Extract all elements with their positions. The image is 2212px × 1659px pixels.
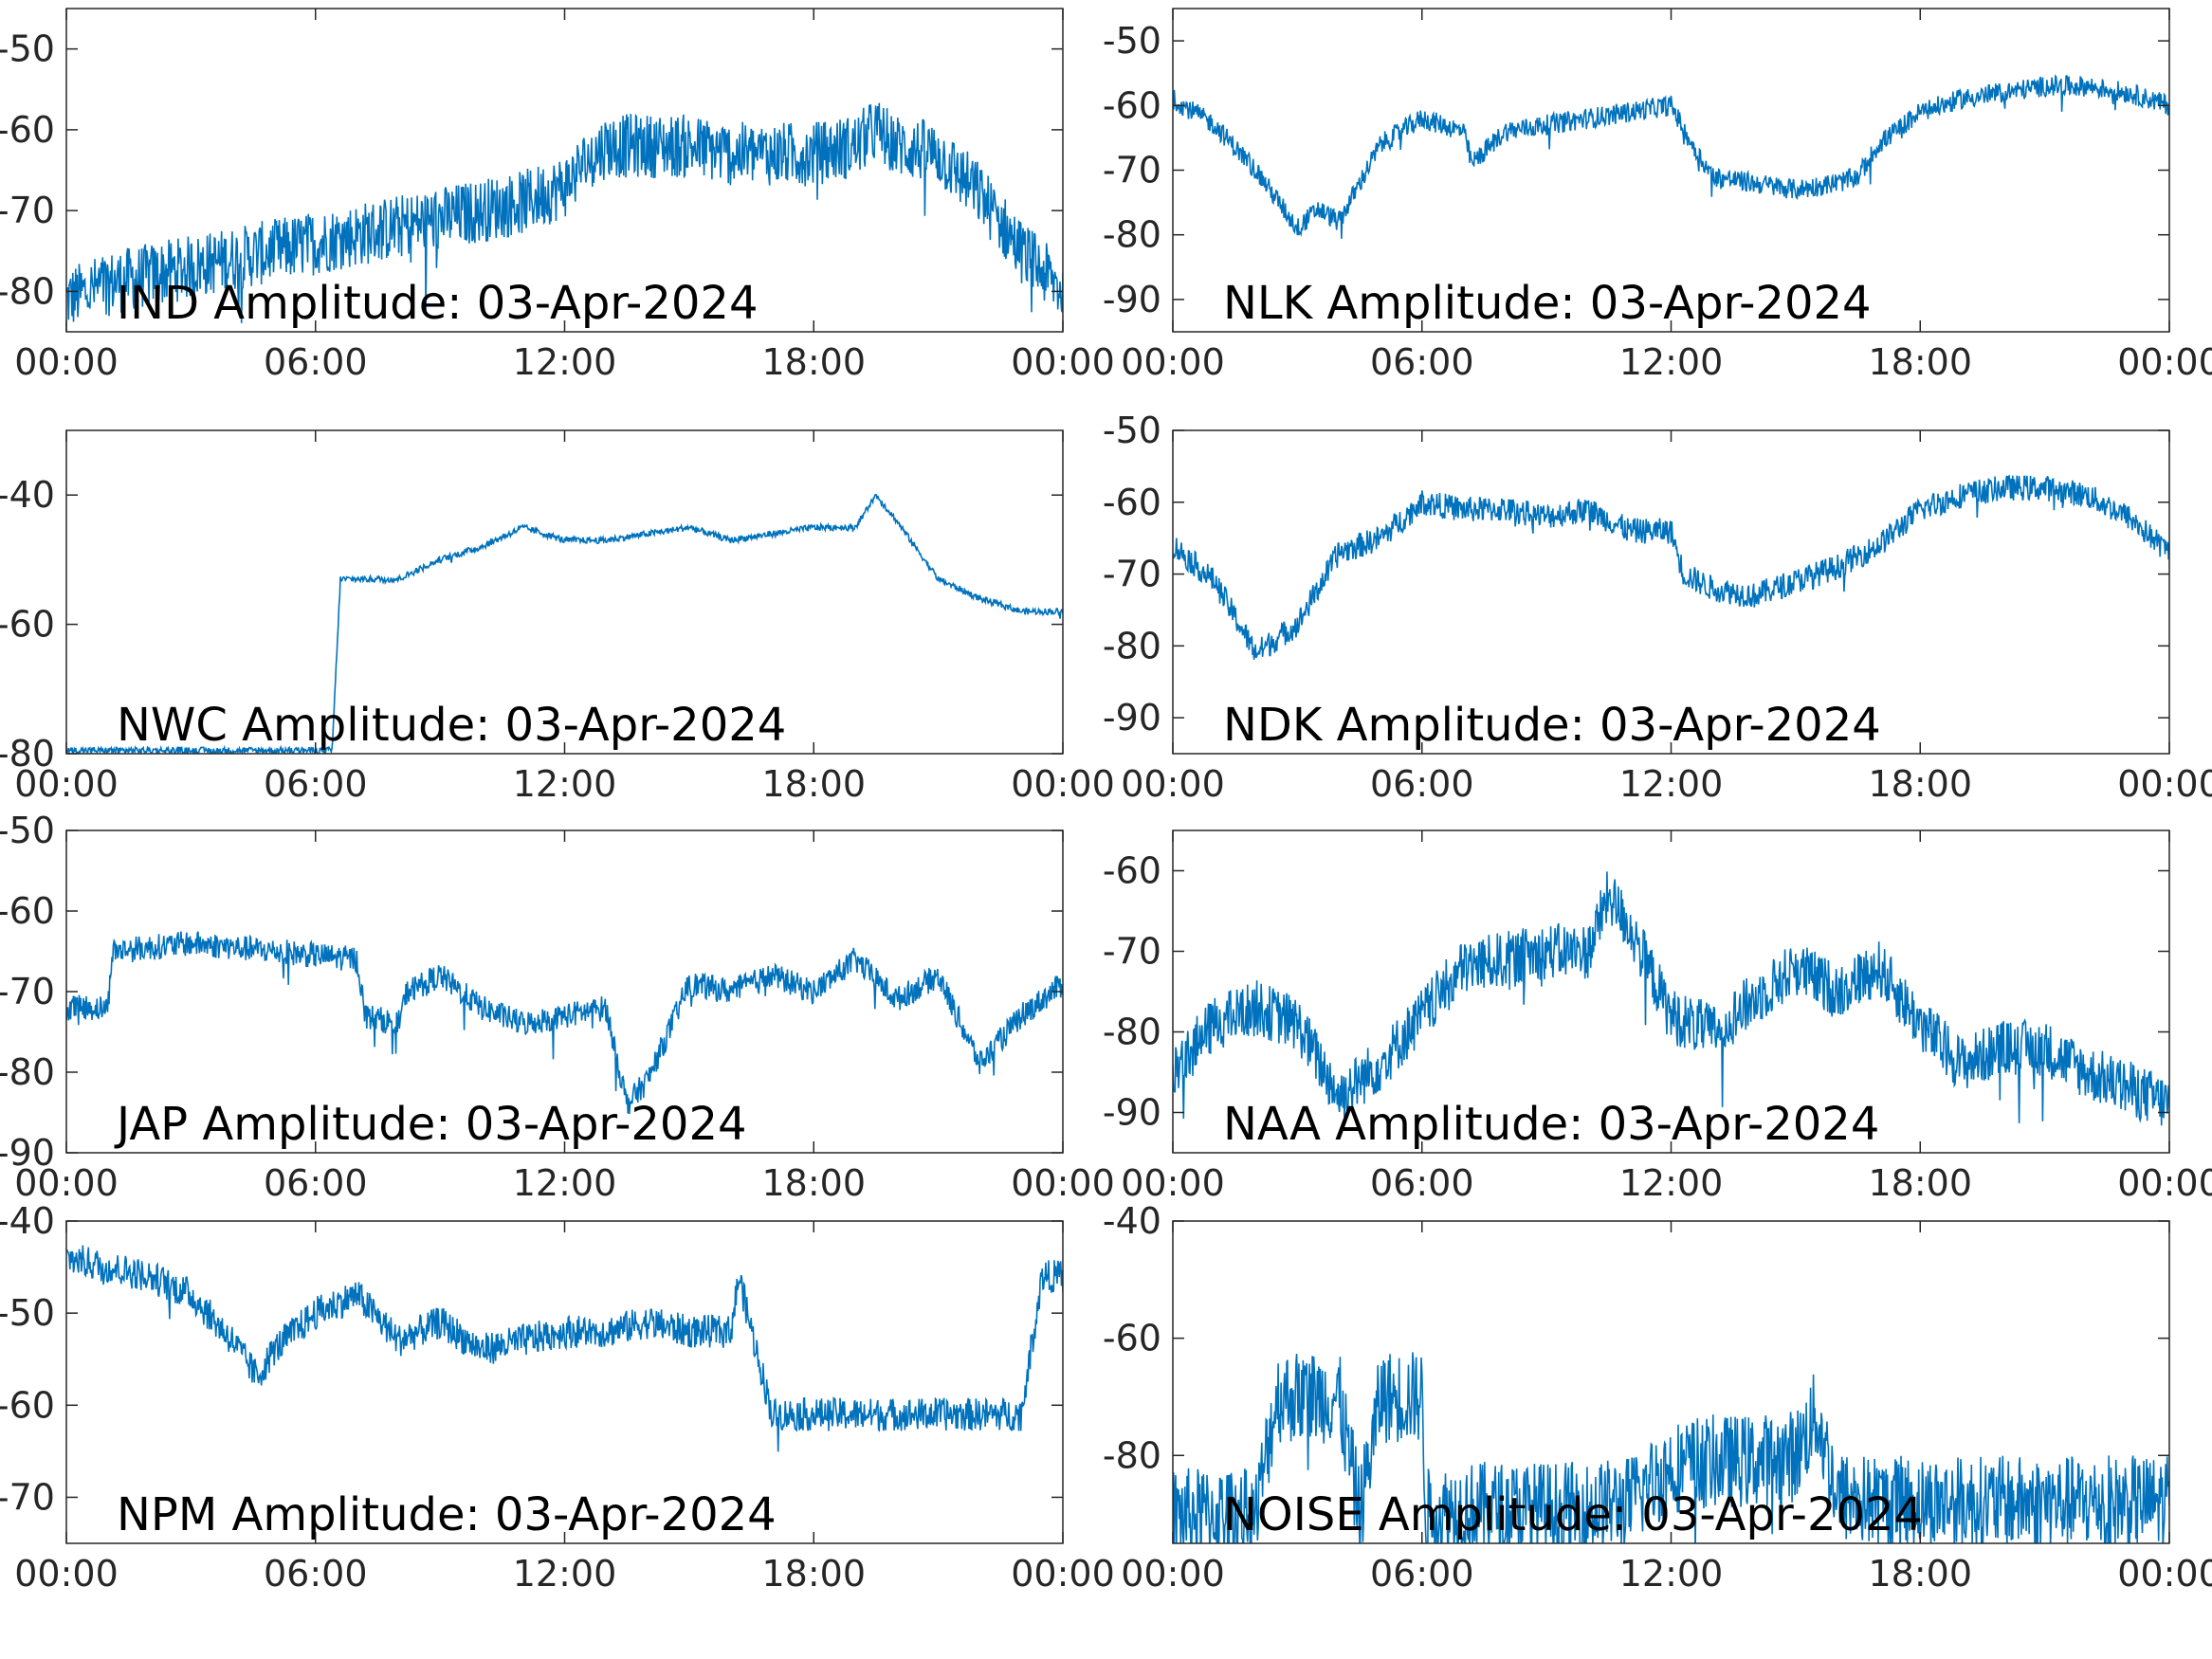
data-series-line bbox=[1173, 1352, 2169, 1543]
chart-panel-0: 00:00 06:00 12:00 18:00 00:00 -50 -60 -70 -80 IND… bbox=[0, 8, 1115, 383]
chart-panel-6: 00:00 06:00 12:00 18:00 00:00 -40 -50 -60 -70 NPM… bbox=[0, 1200, 1115, 1595]
y-tick-label: -60 bbox=[0, 1384, 55, 1426]
x-tick-label: 12:00 bbox=[1619, 763, 1724, 805]
data-series-line bbox=[66, 931, 1063, 1115]
x-tick-label: 18:00 bbox=[1868, 341, 1972, 383]
chart-title: NAA Amplitude: 03-Apr-2024 bbox=[1223, 1098, 1879, 1151]
x-tick-label: 00:00 bbox=[1121, 1553, 1225, 1595]
chart-panel-3: 00:00 06:00 12:00 18:00 00:00 -50 -60 -70 -80 -90… bbox=[1103, 410, 2212, 805]
x-tick-label: 12:00 bbox=[513, 1162, 617, 1204]
y-tick-label: -90 bbox=[1103, 1092, 1161, 1134]
x-tick-label: 06:00 bbox=[264, 763, 368, 805]
x-tick-label: 00:00 bbox=[1011, 341, 1115, 383]
y-tick-label: -60 bbox=[0, 890, 55, 932]
y-tick-label: -80 bbox=[1103, 214, 1161, 256]
data-series-line bbox=[1173, 74, 2169, 239]
x-tick-label: 00:00 bbox=[1011, 1162, 1115, 1204]
data-series-line bbox=[66, 102, 1063, 323]
y-tick-label: -80 bbox=[0, 733, 55, 775]
data-series-line bbox=[1173, 871, 2169, 1126]
x-tick-label: 18:00 bbox=[1868, 763, 1972, 805]
y-tick-label: -40 bbox=[0, 474, 55, 516]
x-tick-label: 00:00 bbox=[2117, 1553, 2212, 1595]
x-tick-label: 12:00 bbox=[1619, 1162, 1724, 1204]
x-tick-label: 00:00 bbox=[14, 341, 119, 383]
y-tick-label: -80 bbox=[0, 1051, 55, 1093]
x-tick-label: 00:00 bbox=[14, 1162, 119, 1204]
y-tick-label: -80 bbox=[1103, 1012, 1161, 1053]
chart-title: NOISE Amplitude: 03-Apr-2024 bbox=[1223, 1488, 1923, 1541]
x-tick-label: 00:00 bbox=[2117, 341, 2212, 383]
x-tick-label: 18:00 bbox=[1868, 1162, 1972, 1204]
x-tick-label: 00:00 bbox=[14, 763, 119, 805]
chart-panel-1: 00:00 06:00 12:00 18:00 00:00 -50 -60 -70 -80 -90… bbox=[1103, 8, 2212, 383]
chart-panel-5: 00:00 06:00 12:00 18:00 00:00 -60 -70 -80 -90 NAA… bbox=[1103, 830, 2212, 1204]
chart-title: IND Amplitude: 03-Apr-2024 bbox=[117, 277, 758, 330]
x-tick-label: 06:00 bbox=[1370, 1553, 1474, 1595]
chart-title: JAP Amplitude: 03-Apr-2024 bbox=[114, 1098, 747, 1151]
x-tick-label: 06:00 bbox=[264, 1162, 368, 1204]
x-tick-label: 00:00 bbox=[1011, 1553, 1115, 1595]
x-tick-label: 00:00 bbox=[2117, 763, 2212, 805]
x-tick-label: 06:00 bbox=[264, 1553, 368, 1595]
x-tick-label: 00:00 bbox=[1121, 1162, 1225, 1204]
y-tick-label: -70 bbox=[0, 1476, 55, 1518]
x-tick-label: 18:00 bbox=[761, 763, 866, 805]
x-tick-label: 18:00 bbox=[1868, 1553, 1972, 1595]
y-tick-label: -50 bbox=[1103, 20, 1161, 62]
x-tick-label: 18:00 bbox=[761, 1162, 866, 1204]
x-tick-label: 06:00 bbox=[264, 341, 368, 383]
data-series-line bbox=[66, 493, 1063, 754]
y-tick-label: -50 bbox=[0, 1292, 55, 1334]
y-tick-label: -60 bbox=[0, 109, 55, 151]
chart-title: NPM Amplitude: 03-Apr-2024 bbox=[117, 1488, 777, 1541]
x-tick-label: 18:00 bbox=[761, 1553, 866, 1595]
y-tick-label: -40 bbox=[1103, 1200, 1161, 1242]
y-tick-label: -60 bbox=[1103, 850, 1161, 892]
x-tick-label: 06:00 bbox=[1370, 341, 1474, 383]
y-tick-label: -60 bbox=[1103, 84, 1161, 126]
chart-panel-7: 00:00 06:00 12:00 18:00 00:00 -40 -60 -80 NOISE … bbox=[1103, 1200, 2212, 1595]
x-tick-label: 12:00 bbox=[513, 341, 617, 383]
y-tick-label: -70 bbox=[0, 971, 55, 1012]
data-series-line bbox=[66, 1245, 1063, 1452]
y-tick-label: -70 bbox=[1103, 150, 1161, 191]
y-tick-label: -90 bbox=[1103, 697, 1161, 738]
y-tick-label: -60 bbox=[1103, 482, 1161, 523]
chart-panel-2: 00:00 06:00 12:00 18:00 00:00 -40 -60 -80 NWC Am… bbox=[0, 429, 1115, 805]
x-tick-label: 12:00 bbox=[513, 763, 617, 805]
y-tick-label: -40 bbox=[0, 1200, 55, 1242]
chart-title: NWC Amplitude: 03-Apr-2024 bbox=[117, 699, 786, 752]
x-tick-label: 00:00 bbox=[2117, 1162, 2212, 1204]
x-tick-label: 12:00 bbox=[513, 1553, 617, 1595]
y-tick-label: -50 bbox=[0, 28, 55, 70]
y-tick-label: -60 bbox=[0, 604, 55, 646]
y-tick-label: -80 bbox=[1103, 1434, 1161, 1476]
x-tick-label: 00:00 bbox=[1121, 341, 1225, 383]
chart-title: NLK Amplitude: 03-Apr-2024 bbox=[1223, 277, 1872, 330]
chart-panel-4: 00:00 06:00 12:00 18:00 00:00 -50 -60 -70 -80 -90… bbox=[0, 810, 1115, 1204]
y-tick-label: -80 bbox=[0, 270, 55, 312]
x-tick-label: 18:00 bbox=[761, 341, 866, 383]
x-tick-label: 06:00 bbox=[1370, 1162, 1474, 1204]
x-tick-label: 12:00 bbox=[1619, 1553, 1724, 1595]
y-tick-label: -70 bbox=[0, 190, 55, 231]
y-tick-label: -90 bbox=[0, 1132, 55, 1174]
y-tick-label: -50 bbox=[1103, 410, 1161, 451]
y-tick-label: -60 bbox=[1103, 1318, 1161, 1359]
y-tick-label: -80 bbox=[1103, 625, 1161, 666]
y-tick-label: -70 bbox=[1103, 554, 1161, 595]
x-tick-label: 00:00 bbox=[1011, 763, 1115, 805]
data-series-line bbox=[1173, 474, 2169, 660]
x-tick-label: 00:00 bbox=[14, 1553, 119, 1595]
chart-title: NDK Amplitude: 03-Apr-2024 bbox=[1223, 699, 1881, 752]
y-tick-label: -70 bbox=[1103, 931, 1161, 973]
y-tick-label: -90 bbox=[1103, 279, 1161, 320]
y-tick-label: -50 bbox=[0, 810, 55, 851]
x-tick-label: 06:00 bbox=[1370, 763, 1474, 805]
x-tick-label: 12:00 bbox=[1619, 341, 1724, 383]
x-tick-label: 00:00 bbox=[1121, 763, 1225, 805]
